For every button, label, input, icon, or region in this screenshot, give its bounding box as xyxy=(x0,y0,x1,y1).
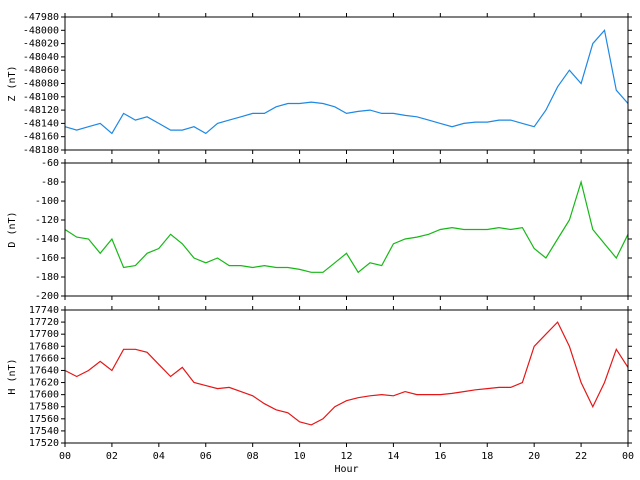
x-tick-label: 02 xyxy=(106,451,118,462)
y-tick-label: -48060 xyxy=(23,65,59,76)
x-tick-label: 00 xyxy=(59,451,71,462)
x-axis-label: Hour xyxy=(334,464,358,475)
y-tick-label: 17700 xyxy=(29,329,59,340)
y-tick-label: -120 xyxy=(35,215,59,226)
y-tick-label: -48020 xyxy=(23,39,59,50)
data-line xyxy=(64,28,629,135)
y-tick-label: -160 xyxy=(35,253,59,264)
x-tick-label: 04 xyxy=(153,451,165,462)
y-tick-label: -48100 xyxy=(23,92,59,103)
y-tick-label: -48000 xyxy=(23,25,59,36)
y-tick-label: -48040 xyxy=(23,52,59,63)
data-line xyxy=(64,321,629,426)
x-tick-label: 18 xyxy=(481,451,493,462)
y-tick-label: -48080 xyxy=(23,79,59,90)
y-tick-label: -200 xyxy=(35,291,59,302)
x-tick-label: 14 xyxy=(387,451,399,462)
plot-frame xyxy=(64,162,629,297)
x-tick-label: 12 xyxy=(340,451,352,462)
y-tick-label: 17680 xyxy=(29,341,59,352)
y-tick-label: 17620 xyxy=(29,378,59,389)
y-tick-label: -48160 xyxy=(23,132,59,143)
y-tick-label: 17640 xyxy=(29,365,59,376)
x-tick-label: 08 xyxy=(247,451,259,462)
data-line xyxy=(64,179,629,274)
y-tick-label: -80 xyxy=(41,177,59,188)
y-tick-label: -100 xyxy=(35,196,59,207)
y-axis-label: H (nT) xyxy=(7,358,18,394)
y-tick-label: 17560 xyxy=(29,414,59,425)
y-tick-label: -60 xyxy=(41,158,59,169)
y-tick-label: 17580 xyxy=(29,402,59,413)
y-axis-label: D (nT) xyxy=(7,211,18,247)
x-tick-label: 20 xyxy=(528,451,540,462)
y-axis-label: Z (nT) xyxy=(7,65,18,101)
y-tick-label: -180 xyxy=(35,272,59,283)
y-tick-label: 17540 xyxy=(29,426,59,437)
y-tick-label: -48120 xyxy=(23,105,59,116)
plot-frame xyxy=(64,16,629,151)
x-tick-label: 00 xyxy=(622,451,634,462)
y-tick-label: 17720 xyxy=(29,317,59,328)
y-tick-label: -48180 xyxy=(23,145,59,156)
y-tick-label: 17520 xyxy=(29,438,59,449)
y-tick-label: -48140 xyxy=(23,118,59,129)
y-tick-label: 17740 xyxy=(29,305,59,316)
x-tick-label: 10 xyxy=(294,451,306,462)
x-tick-label: 16 xyxy=(434,451,446,462)
y-tick-label: -140 xyxy=(35,234,59,245)
x-tick-label: 22 xyxy=(575,451,587,462)
x-tick-label: 06 xyxy=(200,451,212,462)
y-tick-label: 17600 xyxy=(29,390,59,401)
y-tick-label: 17660 xyxy=(29,353,59,364)
y-tick-label: -47980 xyxy=(23,12,59,23)
plot-frame xyxy=(64,309,629,444)
